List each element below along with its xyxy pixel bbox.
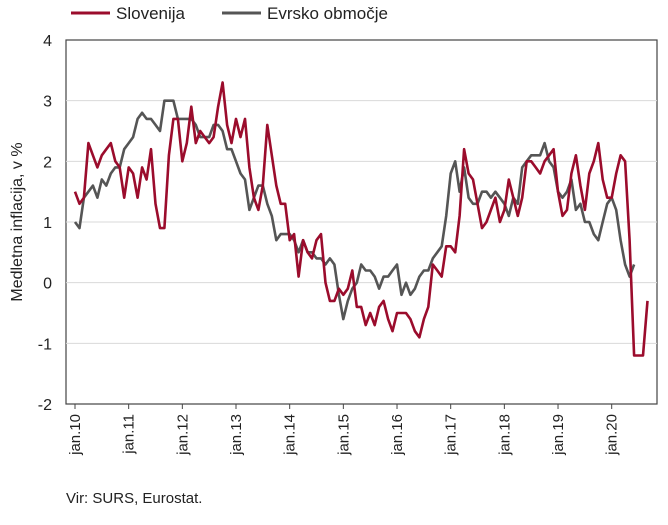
x-tick-label: jan.16 xyxy=(389,414,406,456)
x-tick-label: jan.14 xyxy=(282,414,299,456)
x-tick-label: jan.18 xyxy=(496,414,513,456)
x-tick-label: jan.19 xyxy=(550,414,567,456)
x-tick-label: jan.15 xyxy=(335,414,352,456)
y-tick-label: 1 xyxy=(43,215,52,232)
y-tick-label: 2 xyxy=(43,154,52,171)
y-tick-label: 4 xyxy=(43,33,52,50)
y-tick-label: -1 xyxy=(38,336,52,353)
y-tick-label: 3 xyxy=(43,94,52,111)
y-tick-label: -2 xyxy=(38,397,52,414)
y-tick-labels: -2 -1 0 1 2 3 4 xyxy=(38,33,52,414)
legend: Slovenija Evrsko območje xyxy=(71,4,388,23)
x-tick-label: jan.11 xyxy=(121,414,138,455)
source-note: Vir: SURS, Eurostat. xyxy=(66,490,203,507)
x-tick-labels: jan.10 jan.11 jan.12 jan.13 jan.14 jan.15 jan.… xyxy=(67,404,621,456)
series-line-slovenija xyxy=(73,81,649,357)
series-lines xyxy=(73,81,649,357)
y-tick-label: 0 xyxy=(43,276,52,293)
y-axis-label: Medletna inflacija, v % xyxy=(9,142,26,301)
x-tick-label: jan.12 xyxy=(174,414,191,456)
x-tick-label: jan.20 xyxy=(604,414,621,456)
legend-label-slovenija: Slovenija xyxy=(116,4,186,23)
legend-label-evrsko-obmocje: Evrsko območje xyxy=(267,4,388,23)
x-tick-label: jan.10 xyxy=(67,414,84,456)
x-tick-label: jan.13 xyxy=(228,414,245,456)
x-tick-label: jan.17 xyxy=(443,414,460,456)
